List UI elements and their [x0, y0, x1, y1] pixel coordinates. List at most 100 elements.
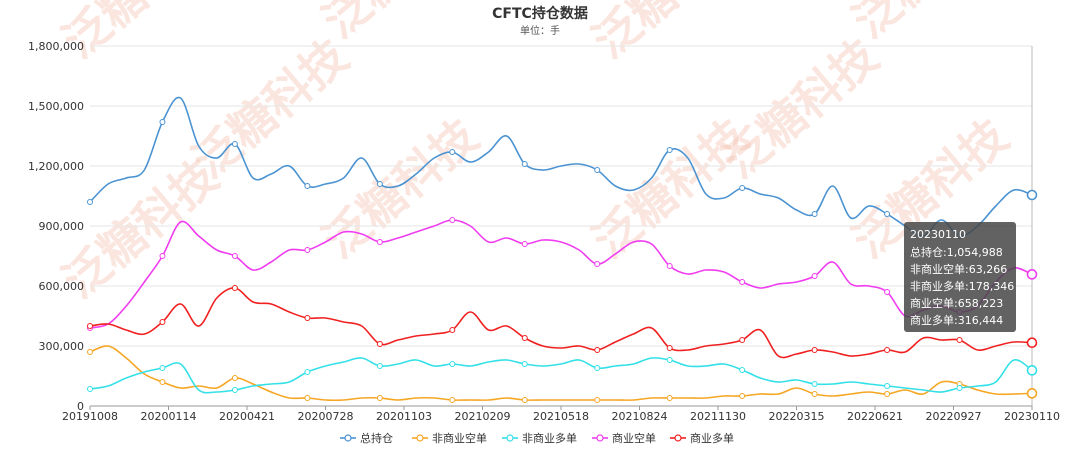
data-point[interactable] [1026, 269, 1038, 280]
grid-lines [90, 45, 1032, 407]
data-point[interactable] [376, 341, 383, 347]
data-point[interactable] [159, 119, 166, 125]
data-point[interactable] [304, 395, 311, 401]
data-point[interactable] [376, 239, 383, 245]
data-point[interactable] [1026, 337, 1038, 349]
data-point[interactable] [159, 365, 166, 371]
watermark-text: 泛糖科技 [842, 0, 1018, 48]
data-point[interactable] [884, 383, 891, 389]
data-point[interactable] [231, 375, 238, 381]
data-point[interactable] [739, 367, 746, 373]
series-line[interactable] [89, 219, 1033, 329]
x-tick-label: 20220927 [926, 410, 982, 423]
data-point[interactable] [159, 319, 166, 325]
data-point[interactable] [304, 183, 311, 189]
data-point[interactable] [449, 397, 456, 403]
data-point[interactable] [884, 347, 891, 353]
data-point[interactable] [884, 211, 891, 217]
data-point[interactable] [666, 357, 673, 363]
data-point[interactable] [739, 337, 746, 343]
data-point[interactable] [811, 273, 818, 279]
legend-label[interactable]: 商业多单 [690, 431, 734, 445]
data-point[interactable] [521, 361, 528, 367]
legend-marker [416, 434, 424, 442]
data-point[interactable] [811, 381, 818, 387]
legend[interactable]: 总持仓 非商业空单 非商业多单 商业空单 商业多单 [340, 431, 734, 445]
data-point[interactable] [884, 289, 891, 295]
watermark-text: 泛糖科技 [52, 0, 228, 68]
data-point[interactable] [811, 347, 818, 353]
series-line[interactable] [89, 287, 1033, 359]
data-point[interactable] [739, 393, 746, 399]
data-point[interactable] [594, 261, 601, 267]
data-point[interactable] [739, 279, 746, 285]
legend-marker [596, 434, 604, 442]
data-point[interactable] [231, 285, 238, 291]
data-point[interactable] [376, 363, 383, 369]
data-point[interactable] [521, 241, 528, 247]
data-point[interactable] [87, 386, 93, 392]
data-point[interactable] [956, 337, 963, 343]
data-point[interactable] [231, 253, 238, 259]
legend-label[interactable]: 总持仓 [360, 431, 393, 445]
data-point[interactable] [87, 199, 93, 205]
data-point[interactable] [594, 167, 601, 173]
data-point[interactable] [1026, 365, 1038, 376]
data-point[interactable] [594, 347, 601, 353]
data-point[interactable] [956, 385, 963, 391]
data-point[interactable] [811, 211, 818, 217]
data-point[interactable] [666, 345, 673, 351]
x-tick-label: 20200114 [141, 410, 197, 423]
series-line[interactable] [89, 357, 1033, 394]
data-point[interactable] [1026, 388, 1038, 399]
x-tick-label: 20191008 [62, 410, 118, 423]
x-tick-label: 20210209 [455, 410, 511, 423]
y-tick-label: 0 [77, 400, 84, 413]
series-line[interactable] [89, 345, 1033, 402]
data-point[interactable] [87, 349, 93, 355]
watermark-text: 泛糖科技 [312, 0, 488, 48]
data-point[interactable] [304, 369, 311, 375]
tooltip: 20230110 总持仓:1,054,988 非商业空单:63,266 非商业多单:1… [904, 222, 1016, 332]
watermark-text: 泛糖科技 [712, 29, 888, 189]
tooltip-line: 总持仓:1,054,988 [910, 245, 1003, 259]
data-point[interactable] [811, 391, 818, 397]
data-point[interactable] [739, 185, 746, 191]
data-point[interactable] [594, 397, 601, 403]
data-point[interactable] [376, 395, 383, 401]
series-line[interactable] [89, 96, 1033, 237]
tooltip-line: 商业空单:658,223 [910, 296, 1003, 310]
data-point[interactable] [231, 387, 238, 393]
legend-marker [674, 434, 682, 442]
x-tick-label: 20220621 [847, 410, 903, 423]
data-point[interactable] [231, 141, 238, 147]
legend-label[interactable]: 非商业空单 [432, 431, 487, 445]
data-point[interactable] [87, 323, 93, 329]
data-point[interactable] [449, 327, 456, 333]
data-point[interactable] [666, 147, 673, 153]
x-tick-label: 20230110 [1004, 410, 1060, 423]
data-point[interactable] [666, 395, 673, 401]
legend-marker [344, 434, 352, 442]
data-point[interactable] [521, 397, 528, 403]
legend-label[interactable]: 非商业多单 [522, 431, 577, 445]
data-point[interactable] [521, 335, 528, 341]
data-point[interactable] [376, 181, 383, 187]
data-point[interactable] [304, 315, 311, 321]
data-point[interactable] [884, 391, 891, 397]
data-point[interactable] [666, 263, 673, 269]
watermark-text: 泛糖科技 [582, 0, 758, 68]
data-point[interactable] [159, 379, 166, 385]
data-point[interactable] [449, 149, 456, 155]
data-point[interactable] [449, 361, 456, 367]
data-point[interactable] [521, 161, 528, 167]
data-point[interactable] [1026, 189, 1038, 201]
legend-label[interactable]: 商业空单 [612, 431, 656, 445]
data-point[interactable] [159, 253, 166, 259]
x-tick-label: 20211130 [690, 410, 746, 423]
data-point[interactable] [304, 247, 311, 253]
x-tick-label: 20200421 [219, 410, 275, 423]
data-point[interactable] [594, 365, 601, 371]
data-point[interactable] [449, 217, 456, 223]
